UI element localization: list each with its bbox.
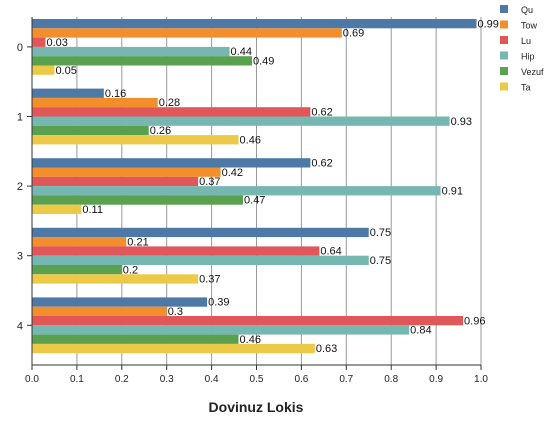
legend-swatch[interactable] [500,36,508,44]
data-label: 0.69 [343,28,364,40]
data-label: 0.42 [222,167,243,179]
data-label: 0.46 [240,134,261,146]
bar [32,255,369,265]
legend-label[interactable]: Ta [521,83,531,93]
value-labels: 0.99 0.69 0.03 0.440.49 0.05 0.16 0.28 0.62 0.93… [46,18,498,355]
legend-swatch[interactable] [500,51,508,60]
y-tick-label: 3 [17,251,23,263]
data-label: 0.96 [464,315,485,327]
legend-label[interactable]: Lu [521,36,531,46]
bar [32,46,230,57]
data-label: 0.64 [320,246,341,258]
data-label: 0.39 [208,297,229,309]
bar [32,125,149,136]
x-tick-label: 0.5 [250,374,264,385]
axes: 0.0 0.1 0.2 0.3 0.4 0.5 0.6 0.7 0.8 0.9 1.0 0 1 2 3 4 [17,17,488,385]
bar [32,97,158,108]
x-tick-label: 0.8 [384,374,398,385]
bar [32,325,410,335]
y-tick-label: 2 [17,181,23,193]
bar [32,265,122,275]
data-label: 0.99 [478,18,499,30]
data-label: 0.37 [199,274,220,286]
x-tick-label: 0.1 [70,374,84,385]
bar [32,176,199,187]
data-label: 0.3 [168,306,183,318]
bar [32,158,311,168]
data-label: 0.63 [316,343,337,355]
legend-swatch[interactable] [500,20,508,29]
data-label: 0.16 [105,88,126,100]
bar [32,167,221,177]
bar [32,334,239,344]
data-label: 0.26 [150,125,171,137]
bar [32,135,239,145]
data-label: 0.75 [370,227,391,239]
x-tick-label: 0.0 [25,374,39,385]
x-tick-label: 0.7 [339,374,353,385]
legend-label[interactable]: Qu [521,5,533,15]
bar [32,56,253,66]
data-label: 0.21 [127,236,148,248]
bar [32,65,55,75]
data-label: 0.62 [311,107,332,119]
legend-swatch[interactable] [500,5,508,13]
data-label: 0.44 [231,46,252,58]
y-tick-label: 4 [17,320,23,332]
bar [32,237,127,247]
data-label: 0.05 [55,65,76,77]
data-label: 0.11 [82,204,103,216]
bar [32,28,342,38]
bar [32,88,104,98]
bar [32,306,167,316]
x-tick-label: 1.0 [474,374,488,385]
x-axis-label: Dovinuz Lokis [209,399,304,415]
bar [32,274,199,284]
bar [32,204,82,214]
legend-swatch[interactable] [500,82,508,91]
data-label: 0.47 [244,195,265,207]
x-tick-label: 0.3 [160,374,174,385]
x-tick-label: 0.9 [429,374,443,385]
data-label: 0.84 [410,325,431,337]
data-label: 0.28 [159,97,180,109]
bar [32,107,311,117]
legend-label[interactable]: Hip [521,52,535,62]
bar [32,37,46,47]
bar [32,195,244,205]
legend-swatch[interactable] [500,67,508,75]
bar [32,297,208,307]
legend-label[interactable]: Vezuf [521,67,544,77]
data-label: 0.37 [199,176,220,188]
x-tick-label: 0.2 [115,374,129,385]
legend-label[interactable]: Tow [521,21,538,31]
bar [32,227,369,238]
x-tick-label: 0.6 [294,374,308,385]
data-label: 0.93 [451,116,472,128]
bar [32,316,464,326]
data-label: 0.03 [46,37,67,49]
data-label: 0.91 [442,185,463,197]
bar [32,186,441,196]
y-tick-label: 0 [17,42,23,54]
bar [32,116,450,126]
bar [32,343,315,354]
data-label: 0.2 [123,264,138,276]
legend[interactable]: Qu Tow Lu Hip Vezuf Ta [500,5,544,93]
data-label: 0.75 [370,255,391,267]
y-tick-label: 1 [17,112,23,124]
bar [32,246,320,256]
data-label: 0.49 [253,56,274,68]
x-tick-label: 0.4 [205,374,219,385]
data-label: 0.46 [240,334,261,346]
data-label: 0.62 [311,158,332,170]
bar [32,19,477,29]
bars [32,19,477,354]
